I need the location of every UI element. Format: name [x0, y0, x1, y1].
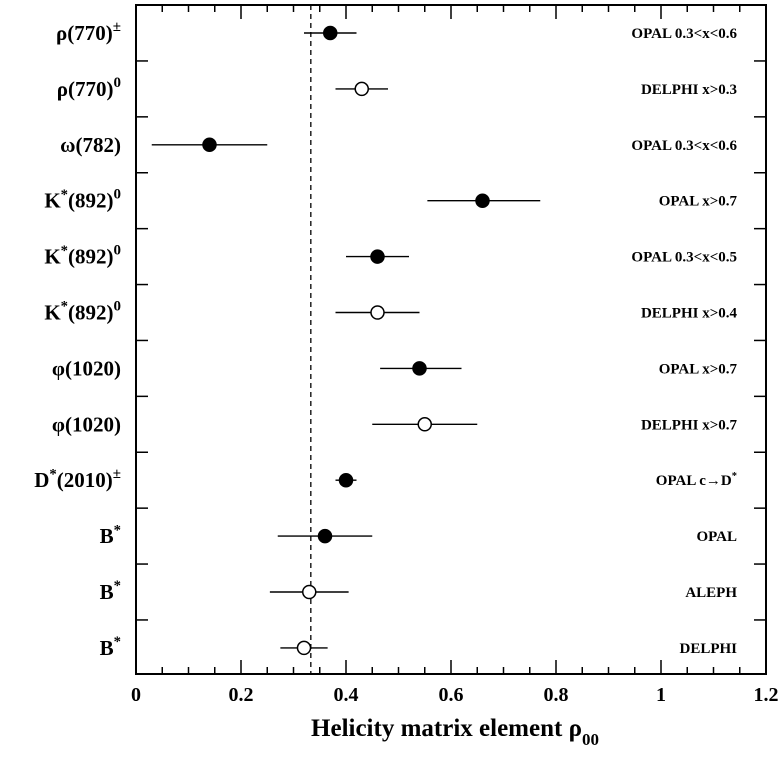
data-points-group: [151, 25, 541, 656]
particle-label: ω(782): [60, 133, 121, 157]
x-tick-label: 1.2: [754, 684, 779, 706]
particle-label: φ(1020): [52, 412, 121, 436]
data-point-open: [354, 81, 369, 97]
x-ticks-group: 0 0.2 0.4 0.6 0.8 1 1.2: [131, 5, 779, 706]
x-tick-label: 0.8: [544, 684, 569, 706]
x-axis-title: Helicity matrix element ρ00: [311, 715, 599, 749]
experiment-label: OPAL 0.3<x<0.5: [631, 250, 737, 266]
experiment-label: OPAL 0.3<x<0.6: [631, 26, 737, 42]
particle-label: K*​(892)0: [44, 299, 121, 325]
data-point-filled: [202, 137, 217, 153]
experiment-label: DELPHI x>0.7: [641, 417, 738, 433]
particle-label: B*​: [100, 522, 121, 548]
data-point-filled: [412, 361, 427, 376]
data-point-filled: [338, 472, 354, 488]
experiment-label: OPAL: [696, 529, 737, 545]
particle-label: ρ(770)0: [57, 75, 121, 101]
plot-border: [135, 4, 767, 675]
plot-frame: [135, 4, 767, 675]
experiment-label: DELPHI x>0.4: [641, 306, 738, 322]
particle-label: B*​: [100, 578, 121, 604]
data-point-open: [370, 305, 385, 320]
particle-label: B*​: [100, 634, 121, 660]
data-point-filled: [475, 193, 490, 208]
x-tick-label: 0.4: [334, 684, 359, 706]
x-axis-title-main: Helicity matrix element ρ: [311, 715, 582, 742]
x-tick-label: 0: [131, 684, 141, 706]
data-point-filled: [323, 25, 338, 41]
particle-label: φ(1020): [52, 356, 121, 380]
x-tick-label: 1: [656, 684, 666, 706]
experiment-label: OPAL c→D*​: [656, 471, 737, 489]
particle-label: ρ(770)±: [56, 19, 121, 45]
experiment-label: DELPHI: [679, 641, 737, 657]
particle-label: K*​(892)0: [44, 243, 121, 269]
experiment-label: OPAL 0.3<x<0.6: [631, 138, 737, 154]
x-tick-label: 0.6: [439, 684, 464, 706]
data-point-filled: [317, 528, 333, 544]
data-point-open: [296, 640, 312, 656]
data-point-filled: [370, 249, 385, 264]
particle-label: D*​(2010)±: [34, 466, 121, 492]
x-axis-title-sub: 00: [582, 730, 599, 749]
x-tick-label: 0.2: [229, 684, 254, 706]
data-point-open: [417, 417, 432, 432]
data-point-open: [302, 584, 317, 600]
experiment-label: OPAL x>0.7: [659, 194, 738, 210]
experiment-label: OPAL x>0.7: [659, 361, 738, 377]
particle-label: K*​(892)0: [44, 187, 121, 213]
experiment-label: ALEPH: [685, 585, 737, 601]
row-labels-group: ρ(770)± OPAL 0.3<x<0.6 ρ(770)0 DELPHI x>0.3…: [34, 19, 737, 660]
experiment-label: DELPHI x>0.3: [641, 82, 737, 98]
